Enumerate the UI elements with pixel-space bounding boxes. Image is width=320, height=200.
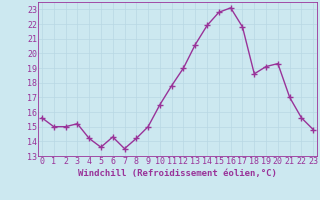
X-axis label: Windchill (Refroidissement éolien,°C): Windchill (Refroidissement éolien,°C) [78, 169, 277, 178]
